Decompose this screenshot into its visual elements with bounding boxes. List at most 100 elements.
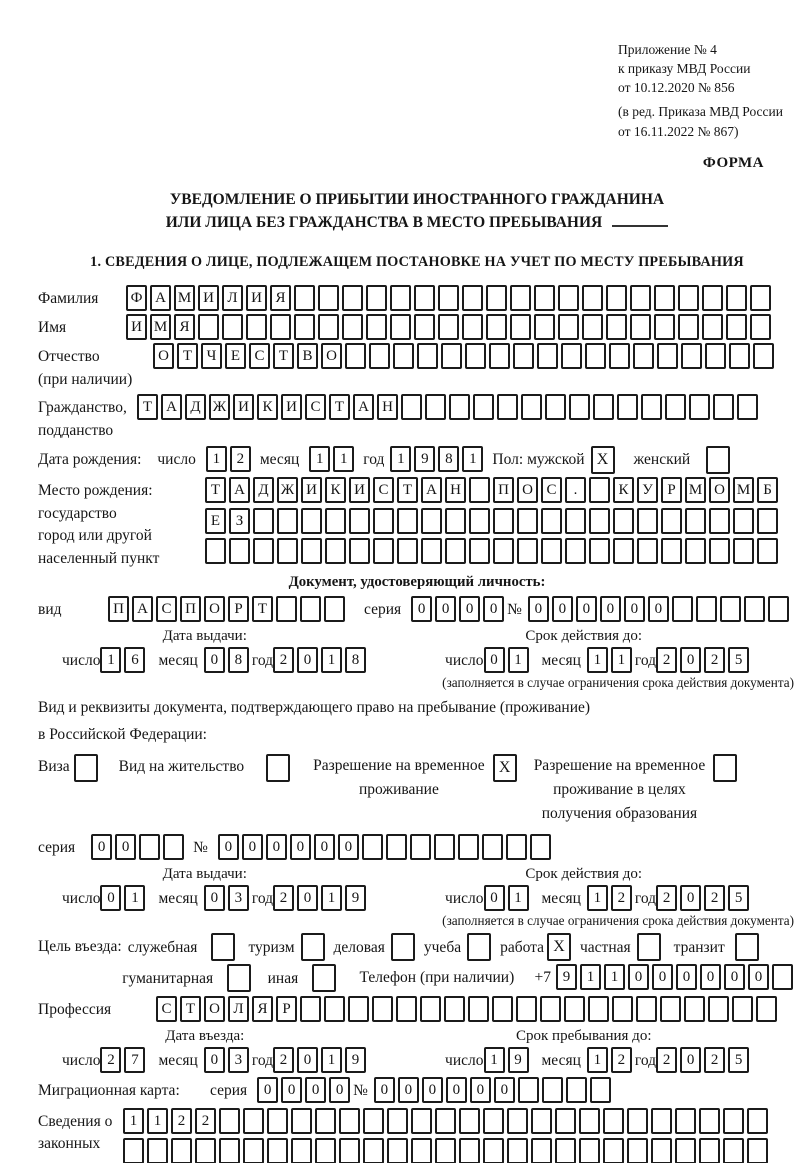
char-cell (385, 833, 407, 860)
sex-male-label: Пол: мужской (492, 451, 585, 469)
char-cell: С (249, 343, 270, 370)
char-cell: 0 (599, 596, 621, 623)
birth-place-label: Место рождения: государство город или др… (38, 477, 205, 570)
char-cell: 2 (229, 446, 251, 473)
char-cell: И (281, 394, 302, 421)
char-cell: У (637, 477, 658, 504)
purpose-option-business: деловая (334, 932, 418, 961)
char-cell (459, 1107, 480, 1134)
char-cell (414, 285, 435, 312)
char-cell (414, 314, 435, 341)
char-cell (709, 538, 730, 565)
char-cell: Е (205, 507, 226, 534)
temp-residence-permit-checkbox: X (492, 753, 520, 782)
char-cell (462, 314, 483, 341)
char-cell (366, 285, 387, 312)
char-cell: Ф (126, 285, 147, 312)
char-cell (449, 394, 470, 421)
birth-place-label-line: государство (38, 504, 117, 522)
char-cell: Б (757, 477, 778, 504)
char-cell (435, 1138, 456, 1163)
char-cell: 0 (680, 884, 702, 911)
char-cell (613, 538, 634, 565)
char-cell (468, 995, 489, 1022)
char-cell: Д (253, 477, 274, 504)
char-cell (345, 343, 366, 370)
char-cell: А (150, 285, 171, 312)
char-cell (227, 963, 252, 992)
char-cell (750, 285, 771, 312)
edu-permit-label-line1: Разрешение на временное (533, 756, 706, 774)
char-cell: Т (397, 477, 418, 504)
char-cell: С (305, 394, 326, 421)
char-cell (747, 1107, 768, 1134)
char-cell (409, 833, 431, 860)
char-cell (229, 538, 250, 565)
char-cell: О (709, 477, 730, 504)
char-cell (469, 507, 490, 534)
residence-issue-day-label: число (62, 889, 101, 907)
visa-label: Виза (38, 757, 70, 775)
char-cell (467, 932, 492, 961)
edu-permit-label-line3: получения образования (541, 804, 698, 822)
char-cell (689, 394, 710, 421)
char-cell: 0 (297, 884, 319, 911)
char-cell (678, 314, 699, 341)
char-cell: 0 (203, 647, 225, 674)
char-cell: Н (445, 477, 466, 504)
purpose-opt-label: транзит (673, 938, 725, 956)
char-cell (517, 507, 538, 534)
char-cell (555, 1107, 576, 1134)
temp-permit-label-line2: проживание (358, 780, 439, 798)
purpose-opt-label: иная (267, 969, 299, 987)
char-cell: 1 (205, 446, 227, 473)
char-cell (757, 507, 778, 534)
char-cell (139, 833, 161, 860)
form-label: ФОРМА (702, 154, 764, 171)
char-cell: 1 (147, 1107, 168, 1134)
char-cell (657, 343, 678, 370)
char-cell (564, 995, 585, 1022)
char-cell (457, 833, 479, 860)
citizenship-label-line1: Гражданство, (38, 399, 127, 417)
residence-expiry-note: (заполняется в случае ограничения срока … (442, 912, 794, 928)
char-cell: 0 (483, 647, 505, 674)
purpose-option-tourism: туризм (248, 932, 327, 961)
char-cell (318, 285, 339, 312)
char-cell: 0 (337, 833, 359, 860)
char-cell: 0 (575, 596, 597, 623)
char-cell: 1 (604, 963, 625, 990)
char-cell (366, 314, 387, 341)
char-cell (267, 1107, 288, 1134)
char-cell: 0 (459, 596, 481, 623)
char-cell (294, 285, 315, 312)
char-cell (486, 314, 507, 341)
form-title: УВЕДОМЛЕНИЕ О ПРИБЫТИИ ИНОСТРАННОГО ГРАЖ… (38, 188, 796, 235)
char-cell (681, 343, 702, 370)
char-cell: А (421, 477, 442, 504)
char-cell (492, 995, 513, 1022)
profession-label: Профессия (38, 1000, 112, 1018)
char-cell (483, 1138, 504, 1163)
char-cell: 0 (305, 1076, 327, 1103)
char-cell (510, 285, 531, 312)
char-cell (633, 343, 654, 370)
char-cell (123, 1138, 144, 1163)
char-cell (565, 507, 586, 534)
char-cell (555, 1138, 576, 1163)
char-cell (243, 1138, 264, 1163)
